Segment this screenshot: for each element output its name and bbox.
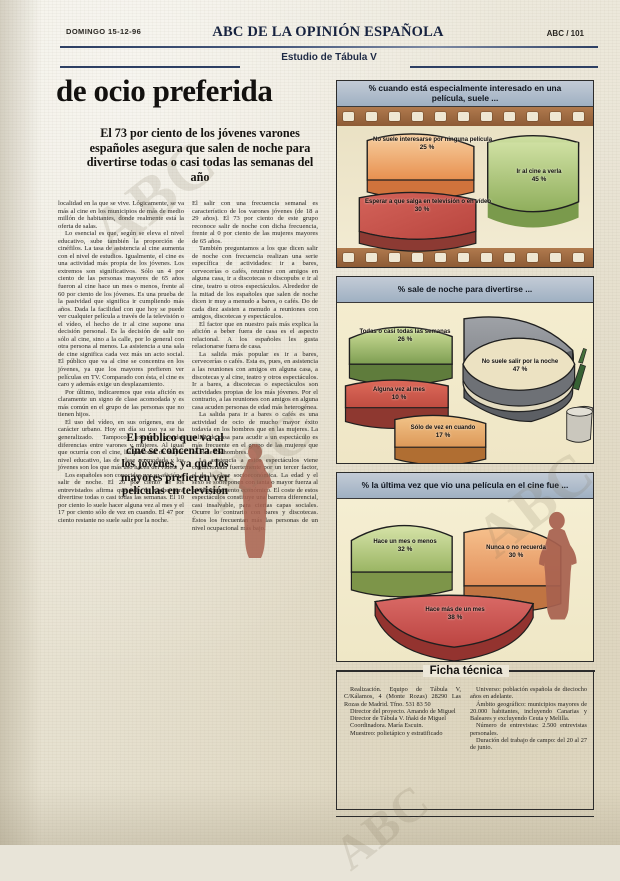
slice-label: Nunca o no recuerda 30 %: [471, 545, 561, 559]
publication-date: DOMINGO 15-12-96: [66, 27, 142, 36]
article-column-2: El salir con una frecuencia semanal es c…: [192, 200, 318, 828]
slice-label: No suele salir por la noche 47 %: [479, 359, 561, 373]
ficha-item: Director de Tábula V. Iñaki de Miguel: [350, 715, 447, 723]
pull-quote: El público que va al cine se concentra e…: [121, 432, 229, 497]
masthead-title: ABC DE LA OPINIÓN ESPAÑOLA: [212, 24, 444, 40]
slice-percent: 30 %: [414, 206, 430, 213]
chart-title: % cuando está especialmente interesado e…: [337, 81, 593, 107]
paragraph: localidad en la que se vive. Lógicamente…: [58, 200, 184, 230]
pie-chart-3: [350, 511, 577, 661]
ficha-item: Duración del trabajo de campo: del 20 al…: [470, 737, 587, 752]
slice-text: Sólo de vez en cuando: [410, 425, 476, 431]
filmstrip-bottom-decoration: [337, 248, 593, 267]
slice-label: Hace un mes o menos 32 %: [359, 539, 451, 553]
slice-text: Ir al cine a verla: [516, 169, 562, 175]
slice-percent: 32 %: [397, 546, 413, 553]
ficha-column-right: Universo: población española de diecioch…: [470, 686, 587, 752]
ficha-item: Muestreo: polietápico y estratificado: [350, 729, 443, 737]
paragraph: También preguntamos a los que dicen sali…: [192, 245, 318, 321]
slice-text: Nunca o no recuerda: [486, 545, 546, 551]
pie-chart-1: [358, 133, 580, 252]
page-title: de ocio preferida: [56, 73, 273, 108]
chart-body: Hace un mes o menos 32 % Nunca o no recu…: [337, 499, 593, 661]
slice-text: Alguna vez al mes: [372, 387, 426, 393]
pie-chart-2: [344, 316, 593, 463]
masthead-rule: [60, 46, 598, 49]
section-label: Estudio de Tábula V: [281, 52, 377, 63]
slice-label: Alguna vez al mes 10 %: [351, 387, 447, 401]
ficha-tecnica-box: Ficha técnica Realización. Equipo de Táb…: [336, 665, 595, 810]
ficha-rule-left: [337, 670, 423, 672]
slice-label: Ir al cine a verla 45 %: [497, 169, 581, 183]
slice-text: Todas o casi todas las semanas: [359, 329, 451, 335]
slice-text: Esperar a que salga en televisión o en v…: [365, 199, 492, 205]
slice-percent: 47 %: [512, 366, 528, 373]
paragraph: Los españoles son conocidos por su afici…: [58, 471, 184, 524]
ficha-columns: Realización. Equipo de Tábula V, C/Kálam…: [344, 686, 588, 752]
ficha-rule-right: [509, 670, 595, 672]
slice-percent: 38 %: [447, 614, 463, 621]
ficha-item: Director del proyecto. Amando de Miguel: [350, 707, 456, 715]
slice-text: No suele interesarse por ninguna películ…: [373, 137, 493, 143]
ficha-title: Ficha técnica: [422, 665, 510, 677]
page-folio: ABC / 101: [546, 29, 584, 38]
statue-figure-decoration: [539, 511, 577, 620]
slice-label: Sólo de vez en cuando 17 %: [399, 425, 487, 439]
section-rule-left: [60, 66, 240, 68]
section-rule-right: [410, 66, 598, 68]
chart-title: % sale de noche para divertirse ...: [337, 277, 593, 303]
ficha-item: Número de entrevistas: 2.500 entrevistas…: [470, 722, 587, 737]
slice-percent: 25 %: [419, 144, 435, 151]
champagne-decoration: [566, 347, 593, 443]
chart-title: % la última vez que vio una película en …: [337, 473, 593, 499]
slice-percent: 10 %: [391, 394, 407, 401]
ficha-item: Realización. Equipo de Tábula V, C/Kálam…: [344, 686, 461, 708]
chart-sale-de-noche: % sale de noche para divertirse ...: [336, 276, 594, 464]
slice-text: No suele salir por la noche: [481, 359, 559, 365]
ficha-item: Coordinadora. María Escuin.: [350, 722, 424, 730]
chart-ultima-pelicula: % la última vez que vio una película en …: [336, 472, 594, 662]
paragraph: El factor que en nuestro país más explic…: [192, 320, 318, 351]
paragraph: Por último, indicaremos que esta afición…: [58, 388, 184, 419]
ficha-header: Ficha técnica: [337, 662, 595, 680]
chart-interes-pelicula: % cuando está especialmente interesado e…: [336, 80, 594, 268]
standfirst: El 73 por ciento de los jóvenes varones …: [86, 126, 314, 184]
paragraph: Lo esencial es que, según se eleva el ni…: [58, 230, 184, 389]
chart-body: Todas o casi todas las semanas 26 % Algu…: [337, 303, 593, 463]
filmstrip-top-decoration: [337, 107, 593, 126]
article-body: localidad en la que se vive. Lógicamente…: [58, 200, 326, 828]
ficha-column-left: Realización. Equipo de Tábula V, C/Kálam…: [344, 686, 461, 752]
section-header: Estudio de Tábula V: [60, 52, 598, 70]
chart-body: No suele interesarse por ninguna películ…: [337, 107, 593, 267]
slice-text: Hace un mes o menos: [373, 539, 437, 545]
ficha-item: Ámbito geográfico: municipios mayores de…: [470, 700, 587, 723]
ficha-item: Universo: población española de diecioch…: [470, 686, 587, 701]
masthead: DOMINGO 15-12-96 ABC DE LA OPINIÓN ESPAÑ…: [58, 24, 598, 46]
paragraph: La salida más popular es ir a bares, cer…: [192, 350, 318, 411]
slice-percent: 30 %: [508, 552, 524, 559]
slice-text: Hace más de un mes: [425, 607, 485, 613]
slice-label: No suele interesarse por ninguna películ…: [373, 137, 492, 151]
slice-label: Esperar a que salga en televisión o en v…: [365, 199, 491, 213]
paragraph: El uso del vídeo, en sus orígenes, era d…: [58, 418, 184, 472]
slice-label: Hace más de un mes 38 %: [399, 607, 511, 621]
slice-percent: 45 %: [531, 176, 547, 183]
slice-percent: 26 %: [397, 336, 413, 343]
ficha-bottom-rule: [336, 816, 594, 818]
slice-percent: 17 %: [435, 432, 451, 439]
article-column-1: localidad en la que se vive. Lógicamente…: [58, 200, 184, 828]
paragraph: El salir con una frecuencia semanal es c…: [192, 200, 318, 245]
newspaper-page: DOMINGO 15-12-96 ABC DE LA OPINIÓN ESPAÑ…: [56, 24, 606, 881]
slice-label: Todas o casi todas las semanas 26 %: [357, 329, 453, 343]
